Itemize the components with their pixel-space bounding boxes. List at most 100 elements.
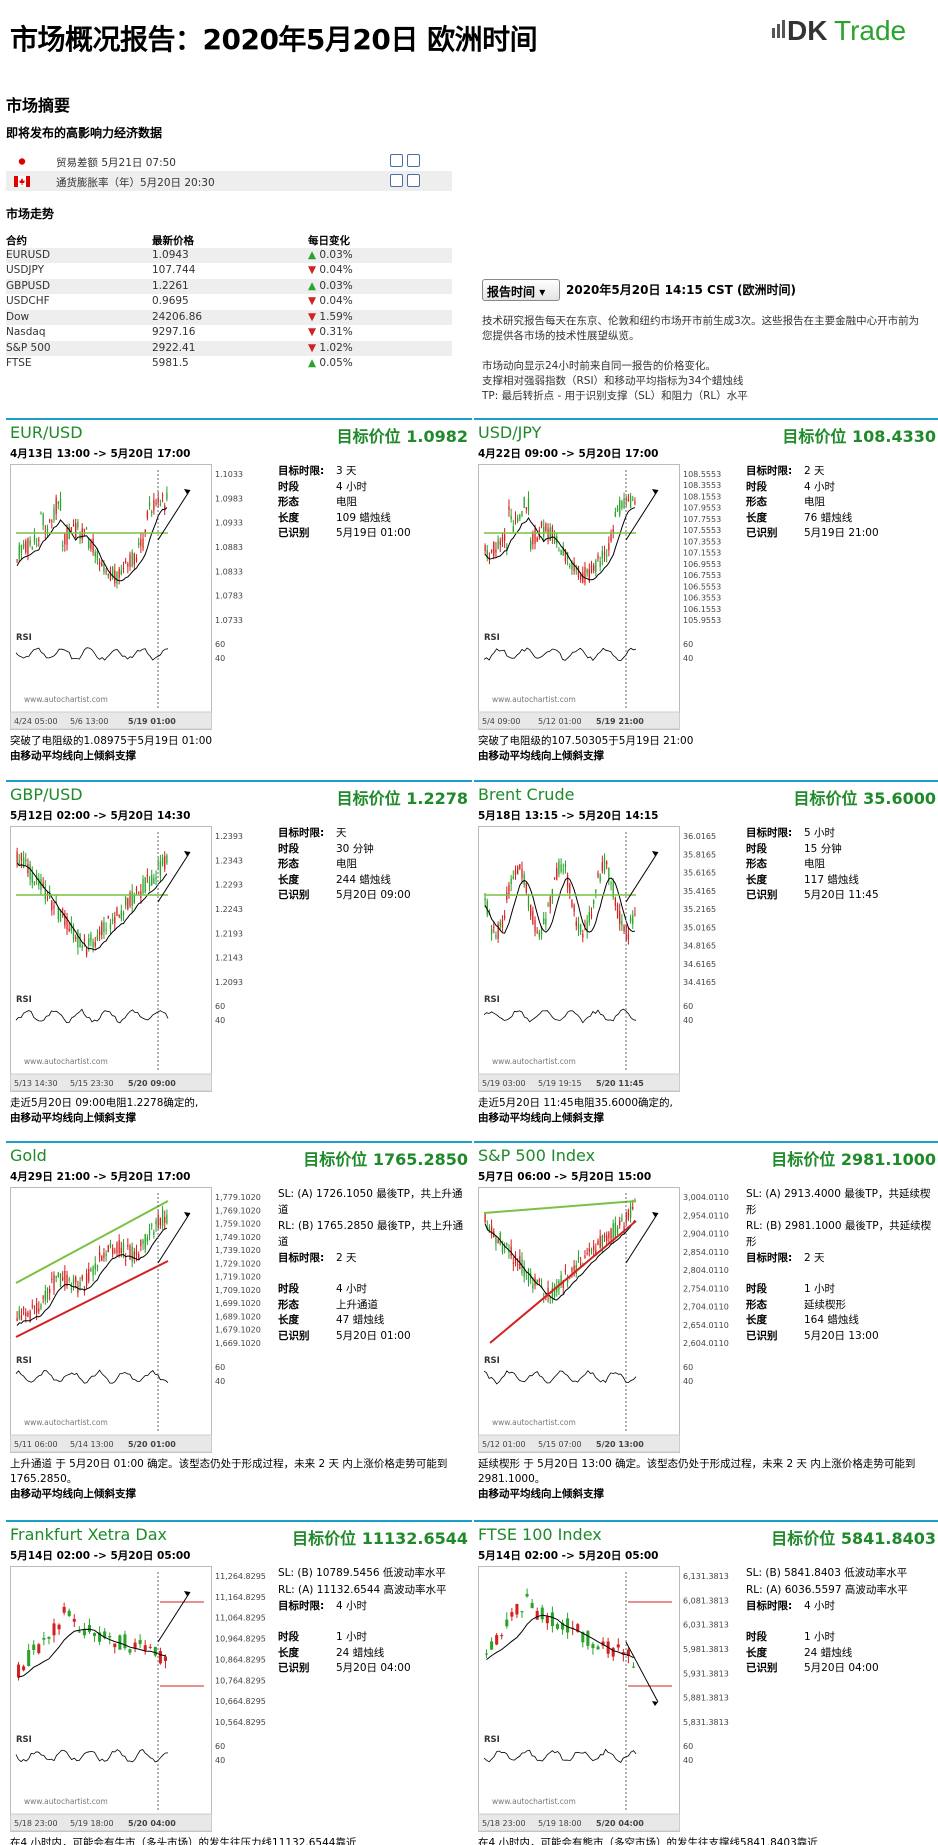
pattern-info: 目标时限: 3 天时段 4 小时 形态 电阻 长度 109 蜡烛线 已识别 5月19日 01:0… [278, 464, 470, 542]
market-row[interactable]: USDCHF 0.9695 ▼ 0.04% [6, 294, 452, 310]
candle [133, 1251, 135, 1260]
price-chart[interactable]: 11,264.8295 11,164.8295 11,064.8295 10,964.… [10, 1566, 271, 1832]
instrument-title[interactable]: Brent Crude [478, 785, 575, 804]
info-key: 已识别 [278, 1329, 310, 1342]
candle [49, 1288, 51, 1294]
calendar-add-icon[interactable] [407, 154, 420, 167]
candle [497, 538, 499, 549]
instrument-title[interactable]: FTSE 100 Index [478, 1525, 602, 1544]
candle [495, 1235, 497, 1244]
candle [127, 564, 129, 566]
target-arrow [625, 851, 659, 903]
info-row: 形态 电阻 [746, 495, 938, 511]
candle [525, 1593, 529, 1597]
report-time-dropdown[interactable]: 报告时间 ▾ [482, 279, 560, 301]
price-chart[interactable]: 1.2393 1.2343 1.2293 1.2243 1.2193 1.2143 1.20… [10, 826, 271, 1092]
arrow-down-icon: ▼ [308, 264, 317, 276]
svg-text:Trade: Trade [834, 15, 906, 46]
market-row[interactable]: Nasdaq 9297.16 ▼ 0.31% [6, 325, 452, 341]
report-note-2: 支撑相对强弱指数（RSI）和移动平均指标为34个蜡烛线 [482, 375, 744, 387]
candle [57, 1272, 59, 1277]
candle [629, 1205, 632, 1218]
info-row: 长度 117 蜡烛线 [746, 873, 938, 889]
candle [161, 1209, 164, 1227]
candle [29, 1311, 31, 1321]
y-tick-label: 1.1033 [215, 470, 243, 479]
rsi-label: RSI [16, 1735, 32, 1745]
report-note-3: TP: 最后转折点 - 用于识别支撑（SL）和阻力（RL）水平 [482, 390, 748, 402]
candle [72, 927, 75, 940]
market-row[interactable]: EURUSD 1.0943 ▲ 0.03% [6, 247, 452, 263]
ma-support-note: 由移动平均线向上倾斜支撑 [478, 750, 604, 762]
price-chart[interactable]: 3,004.0110 2,954.0110 2,904.0110 2,854.0110… [478, 1187, 739, 1453]
pattern-description: 走近5月20日 09:00电阻1.2278确定的, [10, 1097, 199, 1109]
candle [151, 511, 153, 513]
rsi-line [15, 1749, 169, 1763]
candle [595, 560, 597, 572]
candle [109, 923, 112, 930]
candle [597, 872, 599, 877]
candle [610, 883, 612, 885]
candle [632, 915, 634, 925]
market-row[interactable]: USDJPY 107.744 ▼ 0.04% [6, 263, 452, 279]
candle [20, 1315, 23, 1321]
y-tick-label: 107.9553 [683, 504, 721, 513]
calendar-add-icon[interactable] [407, 174, 420, 187]
contract-name: FTSE [6, 357, 32, 369]
instrument-title[interactable]: Gold [10, 1146, 47, 1165]
candle [490, 928, 493, 934]
instrument-title[interactable]: S&P 500 Index [478, 1146, 596, 1165]
candle [517, 518, 519, 522]
target-arrow [157, 851, 191, 903]
rsi-tick: 60 [215, 1002, 225, 1011]
rsi-label: RSI [484, 995, 500, 1005]
candle [540, 1607, 544, 1620]
candle [153, 1646, 157, 1656]
info-key: 形态 [278, 858, 299, 870]
info-key: 长度 [278, 1646, 299, 1659]
instrument-title[interactable]: USD/JPY [478, 423, 542, 442]
market-row[interactable]: GBPUSD 1.2261 ▲ 0.03% [6, 278, 452, 294]
candle [556, 868, 558, 880]
calendar-icon[interactable] [390, 174, 403, 187]
y-tick-label: 11,064.8295 [215, 1614, 266, 1623]
instrument-title[interactable]: Frankfurt Xetra Dax [10, 1525, 167, 1544]
price-chart[interactable]: 1.1033 1.0983 1.0933 1.0883 1.0833 1.0783 1.07… [10, 464, 271, 730]
candle [545, 1616, 549, 1624]
candle [98, 931, 101, 935]
instrument-title[interactable]: GBP/USD [10, 785, 83, 804]
candle [621, 1652, 625, 1655]
price-chart[interactable]: 36.0165 35.8165 35.6165 35.4165 35.2165 35.01… [478, 826, 739, 1092]
info-row: 目标时限: 4 小时 [278, 1599, 470, 1615]
y-tick-label: 1,679.1020 [215, 1326, 261, 1335]
y-tick-label: 1,689.1020 [215, 1312, 261, 1321]
pattern-info: 目标时限: 2 天时段 4 小时 形态 电阻 长度 76 蜡烛线 已识别 5月19日 21:00 [746, 464, 938, 542]
instrument-title[interactable]: EUR/USD [10, 423, 83, 442]
info-row: 已识别 5月19日 01:00 [278, 526, 470, 542]
x-tick-label: 5/12 01:00 [538, 717, 582, 726]
candle [122, 568, 125, 570]
candle [536, 1279, 538, 1283]
price-chart[interactable]: 108.5553 108.3553 108.1553 107.9553 107.7553… [478, 464, 739, 730]
price-chart[interactable]: 1,779.1020 1,769.1020 1,759.1020 1,749.1020… [10, 1187, 271, 1453]
market-row[interactable]: Dow 24206.86 ▼ 1.59% [6, 309, 452, 325]
target-price: 目标价位 2981.1000 [771, 1150, 936, 1169]
info-key: 时段 [746, 842, 767, 855]
candle [512, 1262, 514, 1264]
market-row[interactable]: S&P 500 2922.41 ▼ 1.02% [6, 340, 452, 356]
candle [118, 568, 120, 578]
candle [500, 1635, 504, 1637]
market-row[interactable]: FTSE 5981.5 ▲ 0.05% [6, 356, 452, 372]
candle [87, 1624, 91, 1632]
info-key: 时段 [746, 1631, 767, 1643]
date-range: 4月29日 21:00 -> 5月20日 17:00 [10, 1171, 191, 1183]
candle [107, 915, 109, 918]
last-price: 2922.41 [152, 341, 196, 354]
candle [562, 1280, 564, 1288]
info-key: 已识别 [746, 1329, 778, 1342]
price-chart[interactable]: 6,131.3813 6,081.3813 6,031.3813 5,981.3813… [478, 1566, 739, 1832]
calendar-icon[interactable] [390, 154, 403, 167]
arrow-head-icon [184, 1591, 190, 1596]
date-range: 5月14日 02:00 -> 5月20日 05:00 [478, 1550, 659, 1562]
y-tick-label: 2,854.0110 [683, 1248, 729, 1257]
